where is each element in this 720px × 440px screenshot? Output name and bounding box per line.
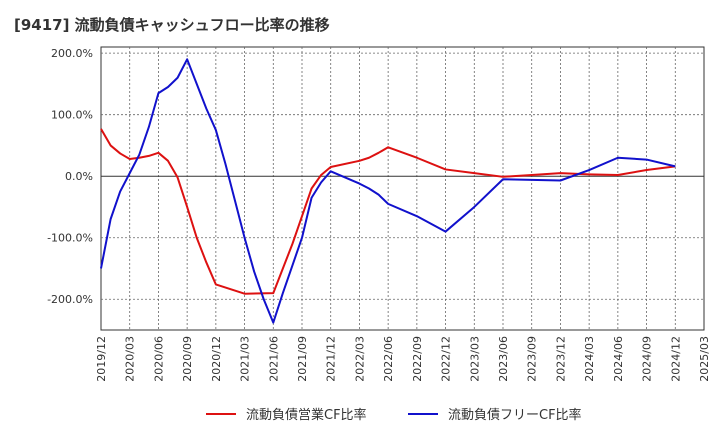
x-tick-label: 2024/12 [669, 336, 682, 382]
x-tick-label: 2022/03 [353, 336, 366, 382]
y-tick-label: 200.0% [51, 47, 93, 60]
series-line-free-cf [100, 58, 676, 324]
plot-frame [100, 46, 705, 331]
x-tick-label: 2021/06 [267, 336, 280, 382]
x-tick-label: 2023/06 [497, 336, 510, 382]
x-tick-label: 2023/03 [468, 336, 481, 382]
x-tick-label: 2022/12 [440, 336, 453, 382]
y-tick-label: 100.0% [51, 109, 93, 122]
x-tick-label: 2021/03 [239, 336, 252, 382]
x-tick-label: 2024/09 [641, 336, 654, 382]
x-tick-label: 2020/12 [210, 336, 223, 382]
y-tick-label: -200.0% [47, 293, 93, 306]
y-tick-label: -100.0% [47, 232, 93, 245]
legend-label: 流動負債営業CF比率 [246, 407, 367, 423]
x-tick-label: 2021/09 [296, 336, 309, 382]
x-tick-label: 2024/06 [612, 336, 625, 382]
x-tick-label: 2024/03 [583, 336, 596, 382]
x-tick-label: 2023/09 [526, 336, 539, 382]
x-tick-label: 2021/12 [325, 336, 338, 382]
x-tick-label: 2023/12 [554, 336, 567, 382]
x-tick-label: 2025/03 [698, 336, 711, 382]
chart-title: [9417] 流動負債キャッシュフロー比率の推移 [14, 16, 330, 34]
x-tick-label: 2022/06 [382, 336, 395, 382]
x-tick-label: 2022/09 [411, 336, 424, 382]
legend-label: 流動負債フリーCF比率 [448, 407, 582, 423]
x-tick-label: 2020/09 [181, 336, 194, 382]
series-line-operating-cf [100, 128, 676, 295]
x-tick-label: 2020/03 [124, 336, 137, 382]
x-tick-label: 2019/12 [95, 336, 108, 382]
x-tick-label: 2020/06 [152, 336, 165, 382]
y-tick-label: 0.0% [65, 170, 93, 183]
